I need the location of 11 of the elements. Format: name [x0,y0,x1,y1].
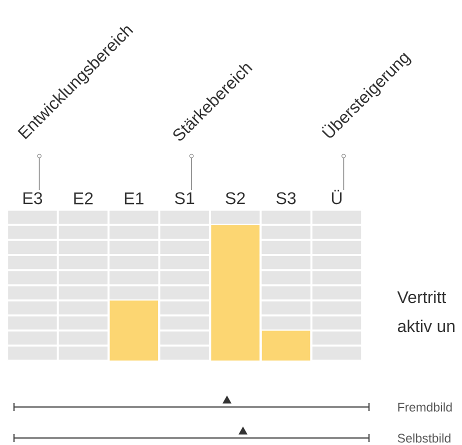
x-tick-label: S3 [276,192,296,204]
x-tick-label: E2 [74,192,93,204]
x-tick-label: Ü [332,190,342,204]
x-tick-label: E3 [23,192,42,204]
x-tick-label: S1 [175,192,194,204]
x-tick-label: E1 [124,192,144,204]
x-tick-label: S2 [226,192,245,204]
text: aktiv un [398,320,454,332]
text: Fremdbild [398,402,452,412]
text: Vertritt [397,290,446,304]
text: Selbstbild [398,433,450,443]
